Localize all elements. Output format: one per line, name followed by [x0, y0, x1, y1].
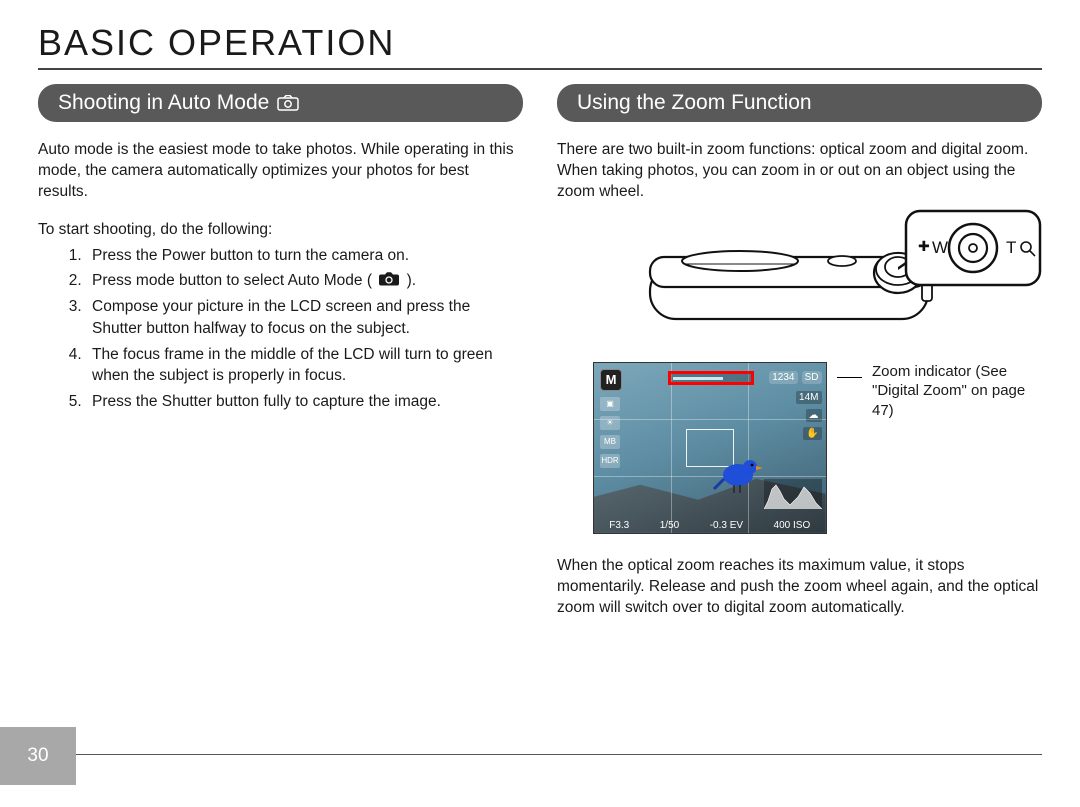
section-header-label: Shooting in Auto Mode [58, 91, 269, 115]
zoom-wheel-callout: W ✚ T [898, 203, 1048, 298]
left-column: Shooting in Auto Mode Auto mode is the e… [38, 84, 523, 637]
camera-icon [277, 95, 299, 111]
step-2: Press mode button to select Auto Mode ( … [86, 270, 523, 292]
lcd-left-icons: ▣ ☀ MB HDR [600, 397, 620, 468]
lcd-mode-badge: M [600, 369, 622, 391]
auto-mode-intro: Auto mode is the easiest mode to take ph… [38, 140, 523, 203]
lcd-histogram [764, 479, 822, 509]
step-1: Press the Power button to turn the camer… [86, 245, 523, 267]
camera-top-diagram: W ✚ T [557, 221, 1042, 346]
steps-lead: To start shooting, do the following: [38, 221, 523, 239]
lcd-bird [712, 449, 764, 498]
lcd-ev: -0.3 EV [710, 520, 743, 531]
zoom-indicator-callout: Zoom indicator (See "Digital Zoom" on pa… [872, 362, 1042, 421]
lcd-shutter: 1/50 [660, 520, 679, 531]
section-header-label: Using the Zoom Function [577, 91, 812, 115]
step-5: Press the Shutter button fully to captur… [86, 391, 523, 413]
lcd-bottom-readout: F3.3 1/50 -0.3 EV 400 ISO [594, 520, 826, 531]
svg-text:✚: ✚ [918, 238, 930, 254]
step-3: Compose your picture in the LCD screen a… [86, 296, 523, 339]
right-column: Using the Zoom Function There are two bu… [557, 84, 1042, 637]
zoom-indicator-highlight [668, 371, 754, 385]
t-label: T [1006, 238, 1016, 257]
content-columns: Shooting in Auto Mode Auto mode is the e… [0, 84, 1080, 637]
lcd-sd-icon: SD [802, 371, 822, 384]
lcd-iso: 400 ISO [774, 520, 811, 531]
zoom-outro: When the optical zoom reaches its maximu… [557, 556, 1042, 619]
steps-list: Press the Power button to turn the camer… [38, 245, 523, 413]
w-label: W [932, 238, 948, 257]
footer-rule [76, 754, 1042, 755]
section-header-zoom: Using the Zoom Function [557, 84, 1042, 122]
zoom-intro: There are two built-in zoom functions: o… [557, 140, 1042, 203]
lcd-preview-row: M 1234 SD ▣ ☀ MB HDR 14M ☁ ✋ [593, 362, 1042, 534]
callout-leader-line [837, 377, 863, 378]
lcd-shots-remaining: 1234 [769, 371, 797, 384]
lcd-screen: M 1234 SD ▣ ☀ MB HDR 14M ☁ ✋ [593, 362, 827, 534]
lcd-aperture: F3.3 [609, 520, 629, 531]
page-number-tab: 30 [0, 727, 76, 785]
page-title: BASIC OPERATION [38, 22, 1080, 64]
section-header-auto-mode: Shooting in Auto Mode [38, 84, 523, 122]
title-rule [38, 68, 1042, 70]
camera-icon-inline [378, 271, 400, 293]
step-4: The focus frame in the middle of the LCD… [86, 344, 523, 387]
page-number: 30 [27, 745, 48, 767]
lcd-right-icons: 14M ☁ ✋ [796, 391, 821, 440]
